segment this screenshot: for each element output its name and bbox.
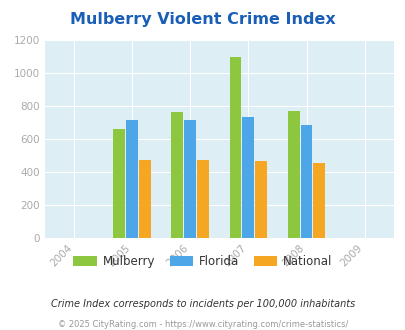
Text: Mulberry Violent Crime Index: Mulberry Violent Crime Index: [70, 12, 335, 26]
Bar: [255, 161, 266, 238]
Bar: [300, 124, 312, 238]
Bar: [196, 160, 208, 238]
Bar: [287, 112, 299, 238]
Bar: [126, 120, 138, 238]
Bar: [113, 129, 125, 238]
Text: Crime Index corresponds to incidents per 100,000 inhabitants: Crime Index corresponds to incidents per…: [51, 299, 354, 309]
Text: © 2025 CityRating.com - https://www.cityrating.com/crime-statistics/: © 2025 CityRating.com - https://www.city…: [58, 320, 347, 329]
Bar: [139, 160, 150, 238]
Bar: [184, 120, 196, 238]
Legend: Mulberry, Florida, National: Mulberry, Florida, National: [68, 250, 337, 273]
Bar: [242, 117, 254, 238]
Bar: [313, 163, 324, 238]
Bar: [171, 112, 183, 238]
Bar: [229, 57, 241, 238]
